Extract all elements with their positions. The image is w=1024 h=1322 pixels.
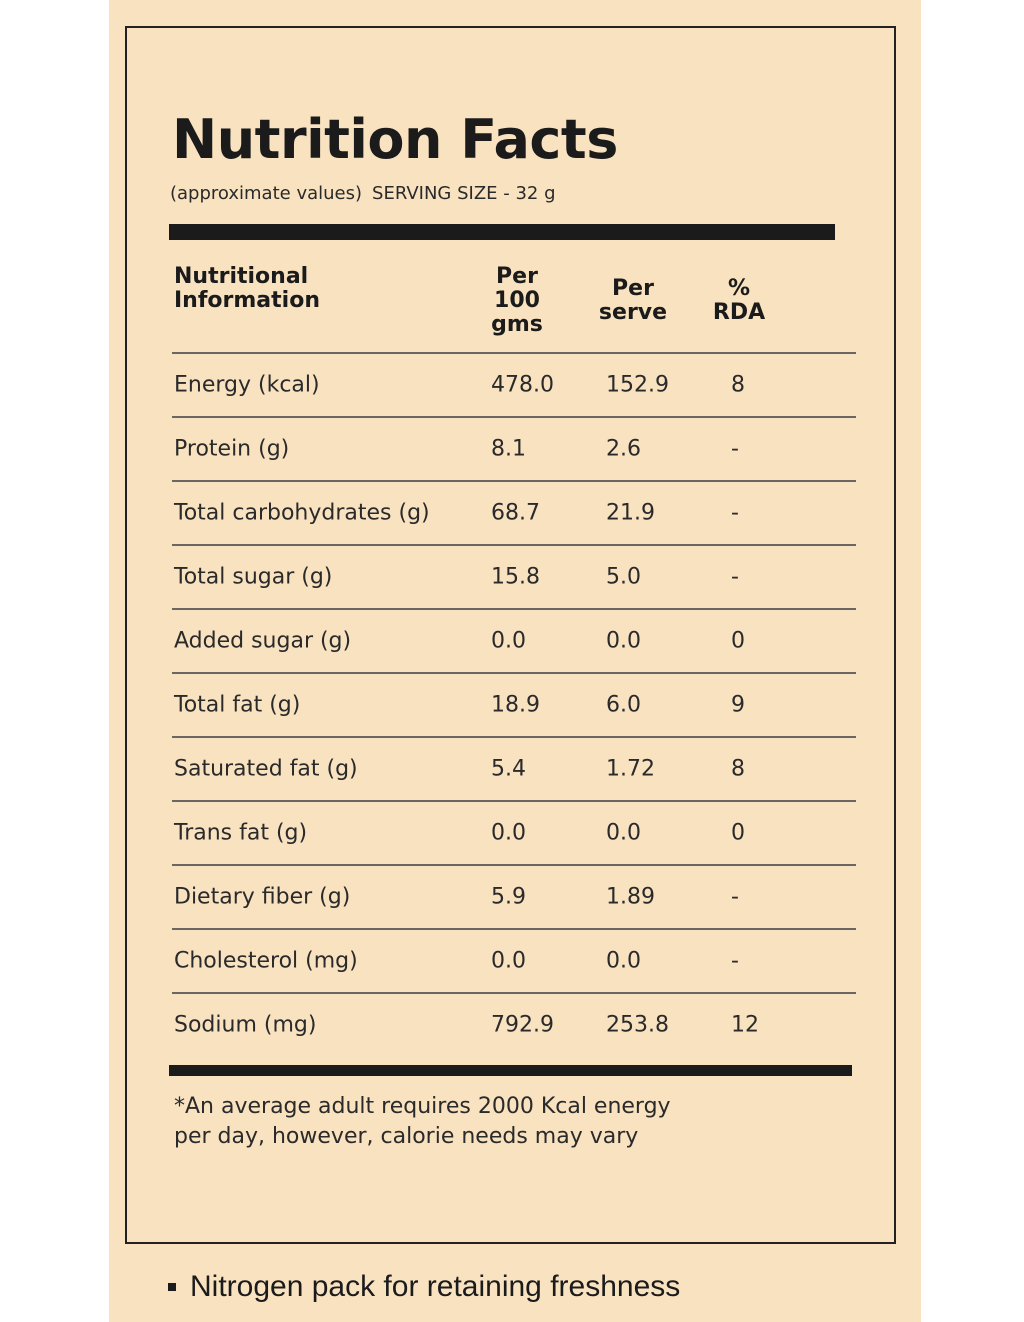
value-per-100: 15.8 xyxy=(491,564,540,590)
value-per-100: 792.9 xyxy=(491,1012,554,1038)
value-per-100: 68.7 xyxy=(491,500,540,526)
table-row: Protein (g) 8.1 2.6 - xyxy=(172,416,856,480)
table-row: Total fat (g) 18.9 6.0 9 xyxy=(172,672,856,736)
table-row: Dietary fiber (g) 5.9 1.89 - xyxy=(172,864,856,928)
value-per-serve: 0.0 xyxy=(606,820,641,846)
bullet-icon xyxy=(168,1283,176,1291)
serving-info: (approximate values) SERVING SIZE - 32 g xyxy=(170,183,556,204)
nutrient-name: Trans fat (g) xyxy=(174,820,308,846)
nutrient-name: Sodium (mg) xyxy=(174,1012,317,1038)
footer-divider xyxy=(169,1065,852,1076)
nutrition-table: Energy (kcal) 478.0 152.9 8 Protein (g) … xyxy=(172,352,856,1056)
value-per-serve: 0.0 xyxy=(606,628,641,654)
label-title: Nutrition Facts xyxy=(172,108,618,171)
value-per-100: 5.9 xyxy=(491,884,526,910)
package-panel xyxy=(109,0,921,1322)
table-row: Added sugar (g) 0.0 0.0 0 xyxy=(172,608,856,672)
value-rda: 9 xyxy=(731,692,745,718)
nutrient-name: Total fat (g) xyxy=(174,692,301,718)
value-rda: 12 xyxy=(731,1012,759,1038)
feature-bullet: Nitrogen pack for retaining freshness xyxy=(168,1270,680,1304)
value-per-serve: 21.9 xyxy=(606,500,655,526)
serving-size: SERVING SIZE - 32 g xyxy=(372,183,556,204)
value-per-serve: 0.0 xyxy=(606,948,641,974)
energy-footnote: *An average adult requires 2000 Kcal ene… xyxy=(174,1094,671,1149)
value-rda: 0 xyxy=(731,820,745,846)
table-row: Energy (kcal) 478.0 152.9 8 xyxy=(172,352,856,416)
value-per-100: 478.0 xyxy=(491,372,554,398)
table-row: Total sugar (g) 15.8 5.0 - xyxy=(172,544,856,608)
value-per-serve: 6.0 xyxy=(606,692,641,718)
value-per-serve: 152.9 xyxy=(606,372,669,398)
value-per-100: 0.0 xyxy=(491,628,526,654)
value-rda: - xyxy=(731,500,739,526)
nutrient-name: Total carbohydrates (g) xyxy=(174,500,430,526)
value-per-100: 8.1 xyxy=(491,436,526,462)
value-rda: - xyxy=(731,884,739,910)
column-header-per-serve: Per serve xyxy=(598,276,668,325)
value-rda: 0 xyxy=(731,628,745,654)
value-rda: - xyxy=(731,564,739,590)
nutrient-name: Protein (g) xyxy=(174,436,290,462)
value-per-100: 0.0 xyxy=(491,820,526,846)
value-per-100: 18.9 xyxy=(491,692,540,718)
nutrition-label-frame xyxy=(125,26,896,1244)
header-divider xyxy=(169,224,835,240)
value-per-serve: 1.72 xyxy=(606,756,655,782)
value-rda: 8 xyxy=(731,372,745,398)
value-rda: - xyxy=(731,436,739,462)
nutrient-name: Energy (kcal) xyxy=(174,372,320,398)
column-header-nutrient: Nutritional Information xyxy=(174,264,320,313)
column-header-rda: % RDA xyxy=(712,276,766,325)
table-row: Sodium (mg) 792.9 253.8 12 xyxy=(172,992,856,1056)
value-per-serve: 2.6 xyxy=(606,436,641,462)
value-per-100: 0.0 xyxy=(491,948,526,974)
value-per-100: 5.4 xyxy=(491,756,526,782)
table-row: Trans fat (g) 0.0 0.0 0 xyxy=(172,800,856,864)
value-rda: 8 xyxy=(731,756,745,782)
value-per-serve: 5.0 xyxy=(606,564,641,590)
feature-text: Nitrogen pack for retaining freshness xyxy=(190,1270,681,1303)
value-per-serve: 253.8 xyxy=(606,1012,669,1038)
nutrient-name: Dietary fiber (g) xyxy=(174,884,351,910)
approx-note: (approximate values) xyxy=(170,183,363,204)
table-row: Total carbohydrates (g) 68.7 21.9 - xyxy=(172,480,856,544)
value-rda: - xyxy=(731,948,739,974)
table-row: Cholesterol (mg) 0.0 0.0 - xyxy=(172,928,856,992)
column-header-per-100: Per 100 gms xyxy=(491,264,543,337)
nutrient-name: Cholesterol (mg) xyxy=(174,948,358,974)
table-row: Saturated fat (g) 5.4 1.72 8 xyxy=(172,736,856,800)
nutrient-name: Added sugar (g) xyxy=(174,628,352,654)
nutrient-name: Total sugar (g) xyxy=(174,564,333,590)
nutrient-name: Saturated fat (g) xyxy=(174,756,358,782)
value-per-serve: 1.89 xyxy=(606,884,655,910)
